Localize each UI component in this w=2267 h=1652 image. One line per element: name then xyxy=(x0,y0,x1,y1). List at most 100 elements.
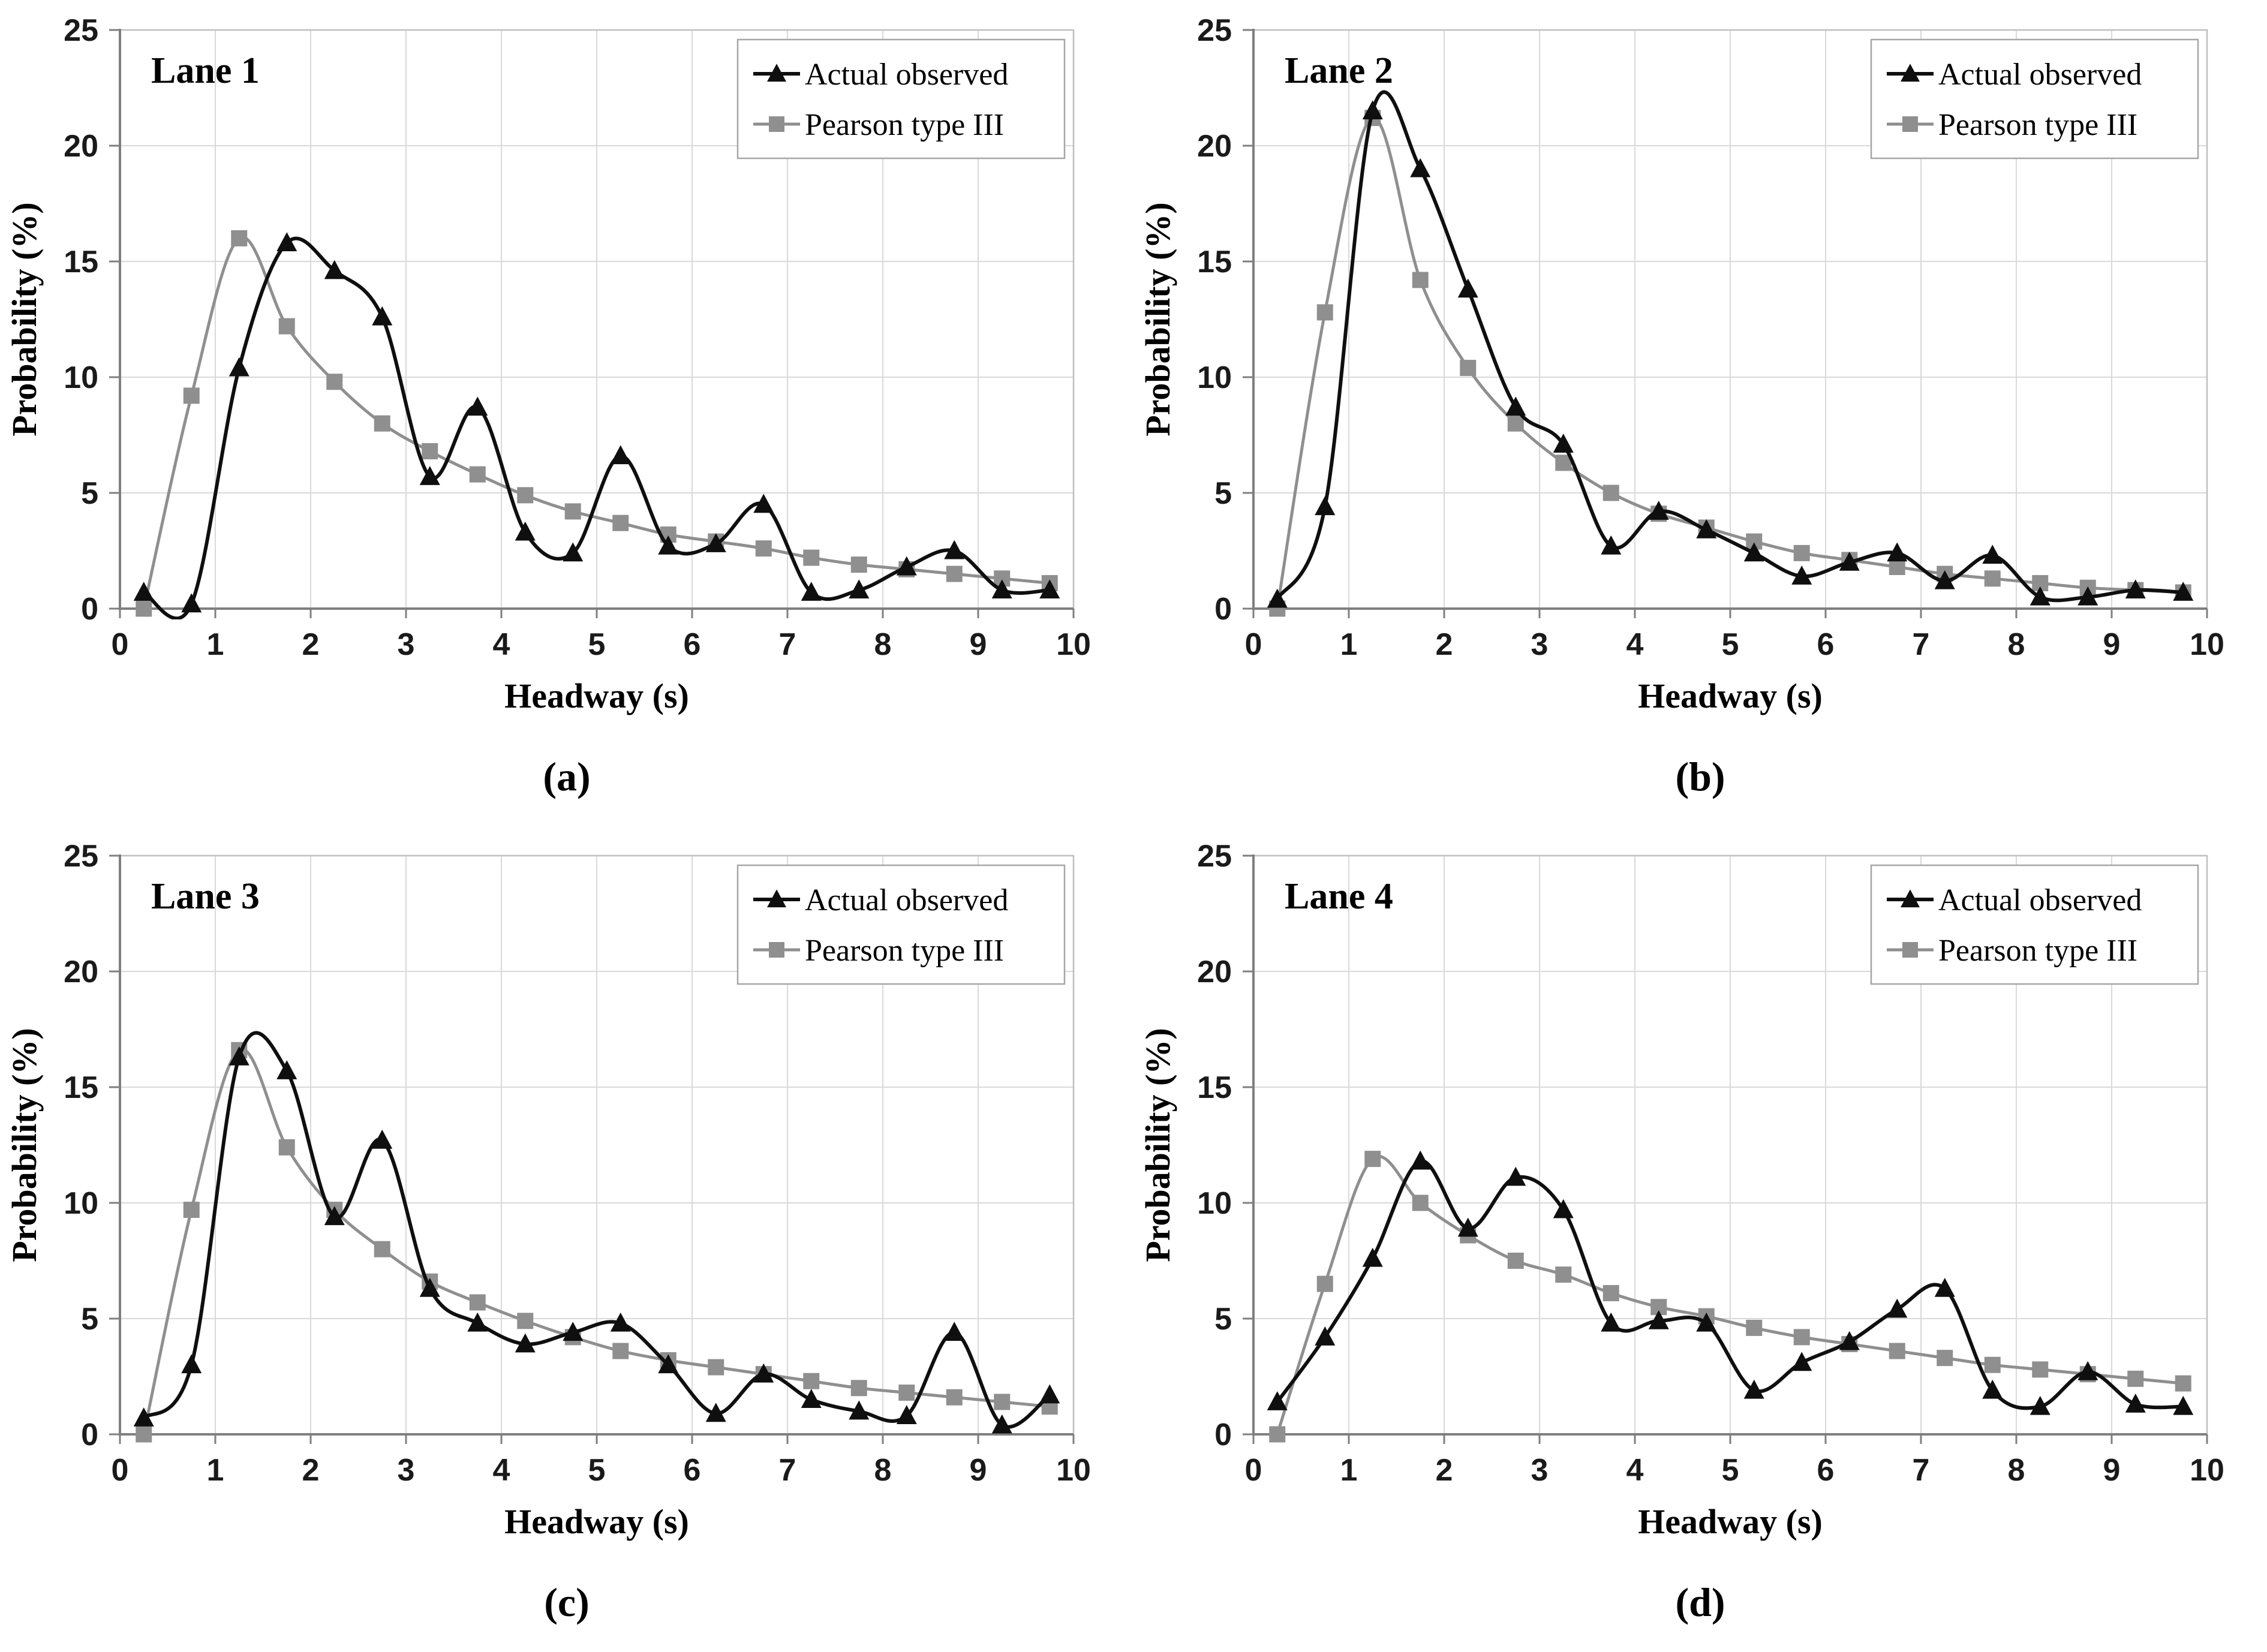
square-marker-icon xyxy=(1602,1285,1619,1302)
panel-sublabel: (d) xyxy=(1675,1579,1725,1625)
square-marker-icon xyxy=(994,1394,1011,1410)
square-marker-icon xyxy=(803,549,820,566)
tick-marks xyxy=(1243,854,2208,1444)
triangle-marker-icon xyxy=(1362,100,1383,120)
square-marker-icon xyxy=(1555,1266,1572,1283)
x-axis-title: Headway (s) xyxy=(504,676,689,715)
x-tick-label: 7 xyxy=(779,627,796,662)
square-marker-icon xyxy=(469,466,486,483)
y-tick-label: 25 xyxy=(64,839,98,874)
lane-3-panel: 0 1 2 3 4 5 6 7 8 9 10 0 5 10 15 20 25 Lane 3 Actual obser… xyxy=(0,826,1134,1652)
square-marker-icon xyxy=(1507,415,1524,432)
lane-label: Lane 3 xyxy=(151,876,260,917)
x-tick-label: 0 xyxy=(1245,627,1262,662)
y-tick-label: 5 xyxy=(1214,476,1232,511)
x-tick-label: 3 xyxy=(398,627,415,662)
x-tick-label: 6 xyxy=(1817,627,1835,662)
actual-observed-series xyxy=(1267,1150,2194,1415)
triangle-marker-icon xyxy=(1648,1310,1669,1329)
triangle-marker-icon xyxy=(515,1333,536,1353)
tick-labels: 0 1 2 3 4 5 6 7 8 9 10 0 5 10 15 20 25 xyxy=(64,13,1091,662)
square-marker-icon xyxy=(1460,360,1477,377)
x-tick-label: 9 xyxy=(970,1453,987,1488)
square-icon xyxy=(1902,942,1918,958)
square-marker-icon xyxy=(612,1343,629,1359)
y-tick-label: 20 xyxy=(1197,129,1232,164)
triangle-marker-icon xyxy=(944,540,965,559)
triangle-marker-icon xyxy=(1601,535,1622,555)
y-tick-label: 20 xyxy=(64,129,98,164)
triangle-marker-icon xyxy=(1696,1312,1717,1332)
triangle-marker-icon xyxy=(324,1206,345,1226)
triangle-marker-icon xyxy=(1982,1379,2003,1399)
x-tick-label: 2 xyxy=(1436,627,1453,662)
square-marker-icon xyxy=(278,1139,295,1156)
legend-item-label: Pearson type III xyxy=(1938,934,2137,968)
y-axis-title: Probability (%) xyxy=(5,1028,44,1262)
triangle-marker-icon xyxy=(991,1414,1012,1434)
y-tick-label: 0 xyxy=(81,1418,98,1452)
square-marker-icon xyxy=(1364,1151,1381,1167)
triangle-marker-icon xyxy=(1457,1217,1478,1237)
x-tick-label: 6 xyxy=(684,627,701,662)
x-tick-label: 5 xyxy=(1722,1453,1739,1488)
square-marker-icon xyxy=(803,1373,820,1389)
square-icon xyxy=(769,942,784,958)
square-marker-icon xyxy=(1793,1329,1810,1346)
square-marker-icon xyxy=(564,503,581,520)
triangle-marker-icon xyxy=(1039,1384,1060,1404)
triangle-marker-icon xyxy=(2077,1361,2098,1380)
y-axis-title: Probability (%) xyxy=(1138,1028,1177,1262)
square-marker-icon xyxy=(1984,570,2001,587)
x-tick-label: 6 xyxy=(1817,1453,1835,1488)
y-tick-label: 25 xyxy=(64,13,98,48)
triangle-marker-icon xyxy=(1887,542,1908,562)
square-marker-icon xyxy=(850,556,867,573)
triangle-icon xyxy=(1901,64,1920,82)
square-marker-icon xyxy=(1746,1319,1763,1336)
triangle-marker-icon xyxy=(563,542,584,562)
y-tick-label: 5 xyxy=(81,1302,98,1337)
y-axis-title: Probability (%) xyxy=(5,202,44,436)
square-marker-icon xyxy=(1507,1253,1524,1269)
triangle-marker-icon xyxy=(1553,1199,1574,1218)
legend-box xyxy=(736,38,1066,160)
triangle-marker-icon xyxy=(2077,586,2098,606)
square-marker-icon xyxy=(1889,1343,1905,1359)
square-marker-icon xyxy=(1602,485,1619,501)
triangle-marker-icon xyxy=(133,582,154,601)
triangle-marker-icon xyxy=(372,306,393,326)
pearson-type-iii-series xyxy=(1269,110,2191,617)
square-marker-icon xyxy=(898,1385,915,1401)
square-marker-icon xyxy=(1316,1275,1333,1292)
y-axis-title: Probability (%) xyxy=(1138,202,1177,436)
y-tick-label: 0 xyxy=(1214,592,1232,627)
legend-item-label: Actual observed xyxy=(805,883,1008,917)
x-tick-label: 1 xyxy=(1340,627,1358,662)
x-tick-label: 4 xyxy=(493,1453,510,1488)
triangle-icon xyxy=(1901,889,1920,908)
square-marker-icon xyxy=(374,415,390,432)
square-marker-icon xyxy=(422,443,438,460)
triangle-marker-icon xyxy=(896,556,917,576)
square-icon xyxy=(769,116,784,132)
triangle-marker-icon xyxy=(1601,1312,1622,1332)
triangle-icon xyxy=(767,889,786,908)
triangle-marker-icon xyxy=(1362,1247,1383,1267)
y-tick-label: 15 xyxy=(1197,245,1232,279)
x-tick-label: 1 xyxy=(1340,1453,1358,1488)
y-tick-label: 5 xyxy=(81,476,98,511)
triangle-marker-icon xyxy=(467,396,488,416)
y-tick-label: 10 xyxy=(1197,360,1232,395)
triangle-marker-icon xyxy=(896,1405,917,1425)
legend-item-label: Actual observed xyxy=(805,58,1008,92)
triangle-marker-icon xyxy=(2173,1395,2194,1415)
x-tick-label: 9 xyxy=(2103,627,2121,662)
triangle-marker-icon xyxy=(1315,496,1336,516)
x-tick-label: 6 xyxy=(684,1453,701,1488)
square-marker-icon xyxy=(469,1294,486,1311)
x-axis-title: Headway (s) xyxy=(1638,1502,1823,1541)
lane-label: Lane 4 xyxy=(1285,876,1393,917)
triangle-marker-icon xyxy=(1696,519,1717,538)
x-tick-label: 8 xyxy=(874,1453,892,1488)
